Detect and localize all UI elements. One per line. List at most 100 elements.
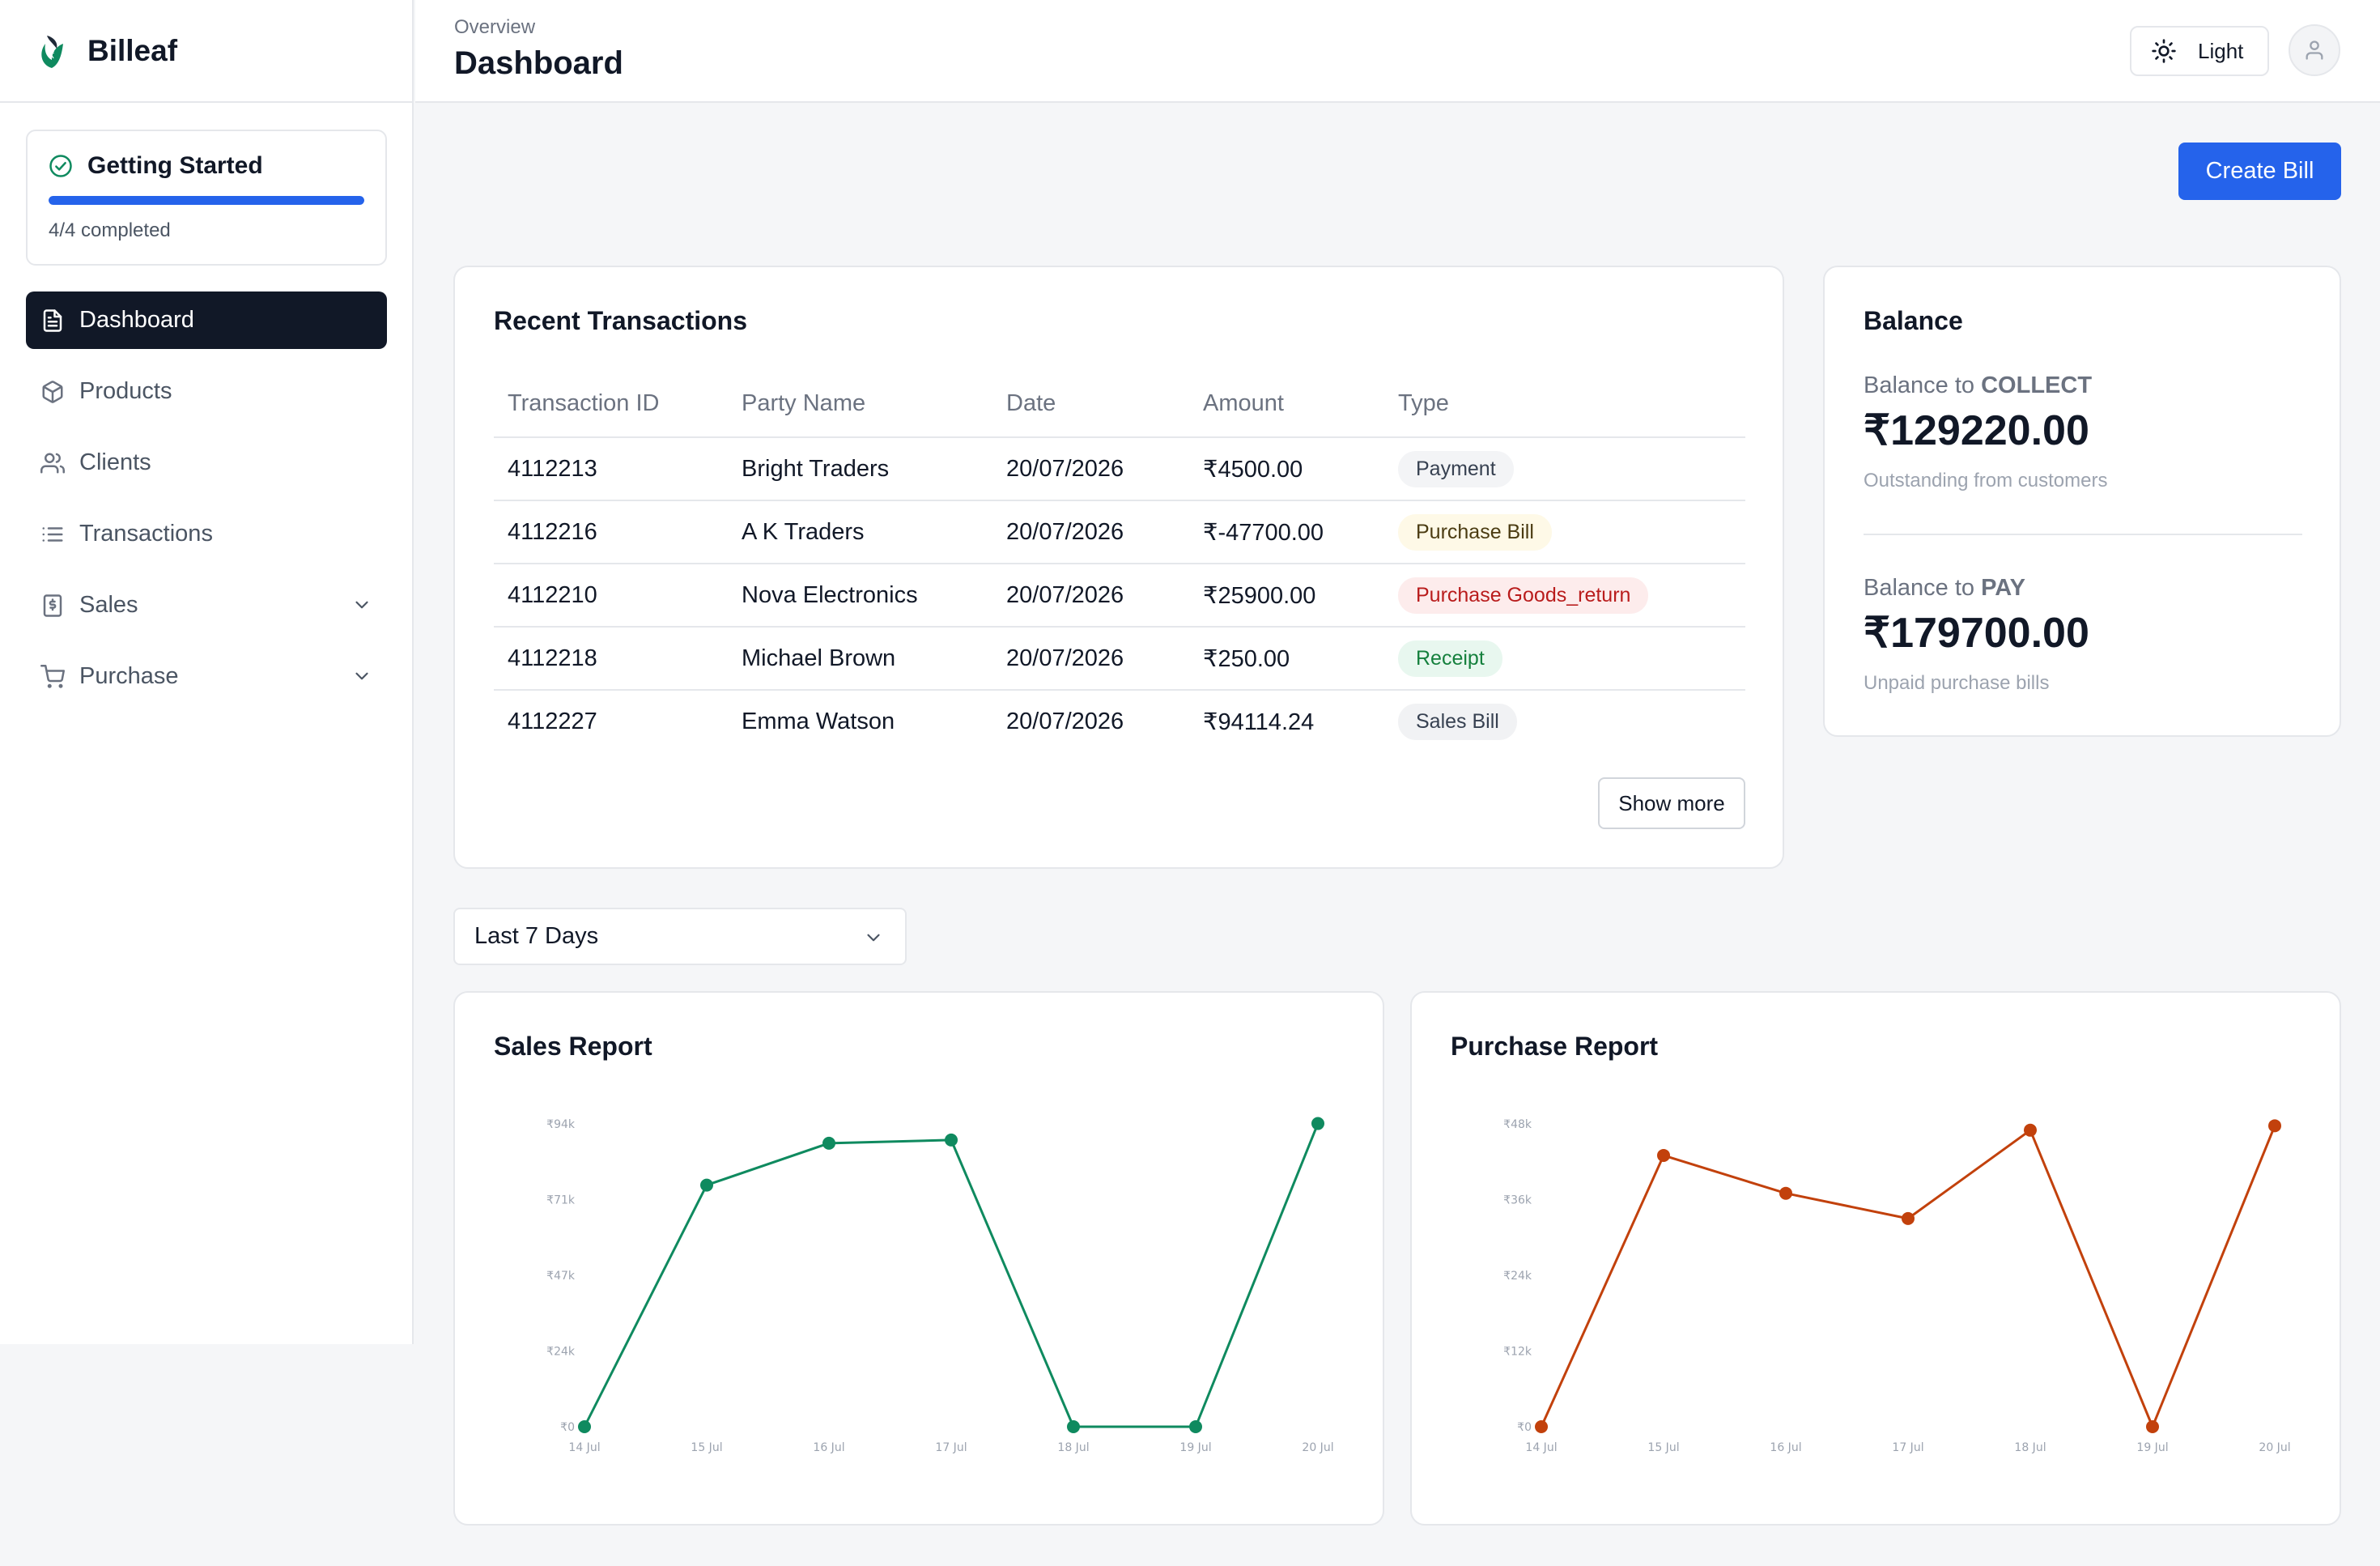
x-tick-label: 19 Jul <box>2136 1441 2168 1454</box>
sidebar-item-label: Products <box>79 378 172 404</box>
sales-report-title: Sales Report <box>494 1032 652 1061</box>
brand-name: Billeaf <box>87 33 178 67</box>
sidebar-item-sales[interactable]: Sales <box>26 577 387 634</box>
brand[interactable]: ₹ Billeaf <box>0 0 412 103</box>
type-badge: Sales Bill <box>1398 704 1517 740</box>
data-point[interactable] <box>1535 1420 1548 1433</box>
cell-date: 20/07/2026 <box>1006 709 1124 734</box>
show-more-button[interactable]: Show more <box>1598 777 1745 829</box>
y-tick-label: ₹24k <box>546 1346 576 1359</box>
create-bill-button[interactable]: Create Bill <box>2178 143 2341 200</box>
cell-date: 20/07/2026 <box>992 437 1189 501</box>
date-range-value: Last 7 Days <box>474 923 599 949</box>
data-point[interactable] <box>2146 1420 2159 1433</box>
date-range-select[interactable]: Last 7 Days <box>453 908 907 965</box>
x-tick-label: 15 Jul <box>1647 1441 1679 1454</box>
data-point[interactable] <box>945 1133 958 1147</box>
theme-toggle-button[interactable]: Light <box>2130 26 2269 76</box>
sidebar-nav: Dashboard Products Clients Transactions … <box>26 291 387 719</box>
series-line <box>1540 1125 2276 1428</box>
column-header-party-name: Party Name <box>728 371 992 438</box>
data-point[interactable] <box>1657 1148 1670 1162</box>
sidebar-item-label: Sales <box>79 592 138 618</box>
check-circle-icon <box>49 155 72 177</box>
type-badge: Payment <box>1398 450 1514 487</box>
balance-pay-emphasis: PAY <box>1981 575 2025 601</box>
table-row[interactable]: 4112227 Emma Watson 20/07/2026 ₹94114.24… <box>494 690 1745 753</box>
cell-party-name: Michael Brown <box>728 627 992 691</box>
getting-started-title: Getting Started <box>87 152 263 179</box>
column-header-date: Date <box>992 371 1189 438</box>
sidebar-item-products[interactable]: Products <box>26 363 387 420</box>
data-point[interactable] <box>1311 1117 1324 1130</box>
getting-started-progress-fill <box>49 196 364 205</box>
data-point[interactable] <box>700 1178 713 1192</box>
x-tick-label: 16 Jul <box>1770 1441 1801 1454</box>
sidebar-item-label: Clients <box>79 449 151 475</box>
balance-title: Balance <box>1864 306 1963 335</box>
receipt-icon <box>39 592 66 619</box>
user-icon <box>2306 40 2323 60</box>
cell-party-name: Nova Electronics <box>728 564 992 628</box>
cell-party-name: Bright Traders <box>728 437 992 501</box>
x-tick-label: 20 Jul <box>2259 1441 2290 1454</box>
getting-started-card[interactable]: Getting Started 4/4 completed <box>26 130 387 266</box>
cell-transaction-id: 4112218 <box>494 627 728 691</box>
list-icon <box>39 521 66 548</box>
getting-started-status: 4/4 completed <box>49 219 171 241</box>
x-tick-label: 18 Jul <box>1057 1441 1089 1454</box>
balance-pay-sub: Unpaid purchase bills <box>1864 672 2050 694</box>
cell-transaction-id: 4112216 <box>494 500 728 564</box>
sun-icon <box>2152 39 2176 63</box>
x-tick-label: 14 Jul <box>568 1441 600 1454</box>
balance-collect-emphasis: COLLECT <box>1981 372 2093 398</box>
box-icon <box>39 378 66 406</box>
data-point[interactable] <box>1189 1420 1202 1433</box>
avatar[interactable] <box>2289 24 2340 76</box>
y-tick-label: ₹47k <box>546 1270 576 1283</box>
theme-label: Light <box>2198 38 2244 63</box>
y-tick-label: ₹36k <box>1503 1194 1532 1207</box>
table-row[interactable]: 4112218 Michael Brown 20/07/2026 ₹250.00… <box>494 627 1745 691</box>
sidebar-item-transactions[interactable]: Transactions <box>26 505 387 563</box>
y-tick-label: ₹0 <box>560 1421 575 1434</box>
balance-pay-amount: ₹179700.00 <box>1864 610 2089 657</box>
column-header-amount: Amount <box>1189 371 1384 438</box>
column-header-type: Type <box>1384 371 1745 438</box>
x-tick-label: 20 Jul <box>1302 1441 1333 1454</box>
transactions-table: Transaction ID Party Name Date Amount Ty… <box>494 371 1745 753</box>
breadcrumb[interactable]: Overview <box>454 16 536 38</box>
data-point[interactable] <box>2024 1123 2037 1137</box>
cell-date: 20/07/2026 <box>992 627 1189 691</box>
data-point[interactable] <box>1902 1211 1915 1225</box>
cell-party-name: Emma Watson <box>742 709 895 734</box>
cell-amount: ₹-47700.00 <box>1189 500 1384 564</box>
cell-transaction-id: 4112227 <box>508 709 597 734</box>
data-point[interactable] <box>578 1420 591 1433</box>
data-point[interactable] <box>822 1136 835 1150</box>
type-badge: Purchase Goods_return <box>1398 577 1649 614</box>
cell-amount: ₹94114.24 <box>1203 709 1315 735</box>
chevron-down-icon[interactable] <box>351 594 372 615</box>
table-row[interactable]: 4112216 A K Traders 20/07/2026 ₹-47700.0… <box>494 500 1745 564</box>
sidebar-item-dashboard[interactable]: Dashboard <box>26 291 387 349</box>
y-tick-label: ₹0 <box>1517 1421 1532 1434</box>
balance-collect-sub: Outstanding from customers <box>1864 470 2108 492</box>
data-point[interactable] <box>1779 1186 1792 1200</box>
data-point[interactable] <box>1067 1420 1080 1433</box>
sidebar: ₹ Billeaf Getting Started 4/4 completed … <box>0 0 414 1344</box>
sidebar-item-purchase[interactable]: Purchase <box>26 648 387 705</box>
sidebar-item-clients[interactable]: Clients <box>26 434 387 492</box>
x-tick-label: 15 Jul <box>691 1441 722 1454</box>
recent-transactions-card: Recent Transactions Transaction ID Party… <box>453 266 1784 869</box>
balance-pay-label: Balance to PAY <box>1864 575 2025 602</box>
table-row[interactable]: 4112213 Bright Traders 20/07/2026 ₹4500.… <box>494 437 1745 501</box>
type-badge: Purchase Bill <box>1398 513 1552 551</box>
table-row[interactable]: 4112210 Nova Electronics 20/07/2026 ₹259… <box>494 564 1745 628</box>
svg-text:₹: ₹ <box>49 49 55 61</box>
cart-icon <box>39 663 66 691</box>
x-tick-label: 19 Jul <box>1179 1441 1211 1454</box>
series-line <box>583 1122 1320 1428</box>
chevron-down-icon[interactable] <box>351 666 372 687</box>
data-point[interactable] <box>2268 1119 2281 1133</box>
